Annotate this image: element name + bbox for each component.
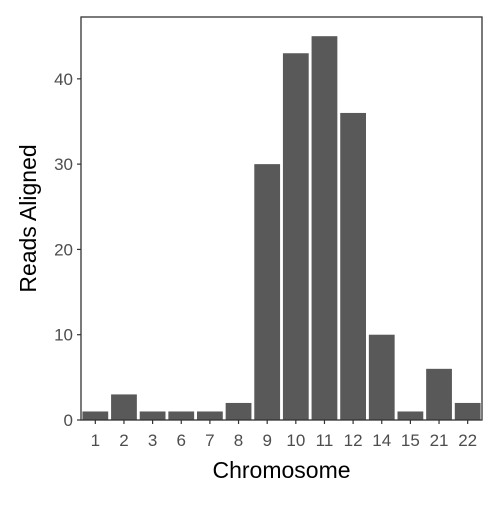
bar-chr-21 xyxy=(426,369,452,420)
y-tick-label: 30 xyxy=(54,155,73,174)
bar-chr-1 xyxy=(82,411,108,420)
x-tick-label: 15 xyxy=(401,431,420,450)
x-tick-label: 12 xyxy=(344,431,363,450)
bar-chr-15 xyxy=(398,411,424,420)
x-tick-label: 21 xyxy=(430,431,449,450)
x-tick-label: 8 xyxy=(234,431,243,450)
x-tick-label: 9 xyxy=(262,431,271,450)
bar-chr-22 xyxy=(455,403,481,420)
x-tick-label: 3 xyxy=(148,431,157,450)
x-tick-label: 7 xyxy=(205,431,214,450)
bar-chr-10 xyxy=(283,53,309,420)
y-axis-title: Reads Aligned xyxy=(15,144,41,292)
x-tick-label: 14 xyxy=(372,431,391,450)
bar-chr-3 xyxy=(140,411,166,420)
x-tick-label: 10 xyxy=(286,431,305,450)
bar-chr-6 xyxy=(168,411,194,420)
y-tick-label: 0 xyxy=(64,411,73,430)
x-tick-label: 6 xyxy=(177,431,186,450)
y-tick-label: 20 xyxy=(54,240,73,259)
bar-chr-11 xyxy=(312,36,338,420)
y-tick-label: 40 xyxy=(54,70,73,89)
y-tick-label: 10 xyxy=(54,326,73,345)
x-tick-label: 22 xyxy=(458,431,477,450)
x-tick-label: 11 xyxy=(316,431,334,450)
bar-chr-12 xyxy=(340,113,366,420)
x-tick-label: 2 xyxy=(119,431,128,450)
bar-chr-8 xyxy=(226,403,252,420)
x-tick-label: 1 xyxy=(91,431,100,450)
bar-chr-9 xyxy=(254,164,280,420)
x-axis: 1 2 3 6 7 8 9 10 11 12 14 15 21 22 xyxy=(91,420,478,450)
bars-layer xyxy=(82,36,480,420)
bar-chr-14 xyxy=(369,335,395,420)
plot-panel-border xyxy=(81,17,482,420)
y-axis: 0 10 20 30 40 xyxy=(54,70,81,430)
x-axis-title: Chromosome xyxy=(212,457,350,483)
bar-chr-2 xyxy=(111,394,137,420)
bar-chr-7 xyxy=(197,411,223,420)
